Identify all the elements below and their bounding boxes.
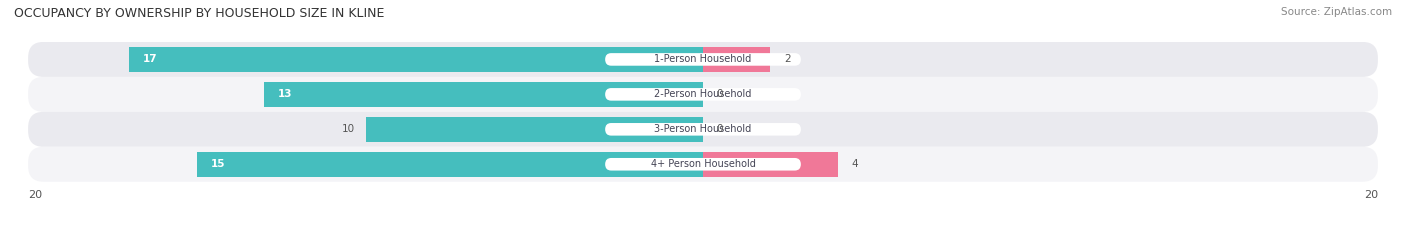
Bar bbox=[366, 117, 703, 142]
FancyBboxPatch shape bbox=[605, 158, 801, 171]
Text: 1-Person Household: 1-Person Household bbox=[654, 55, 752, 64]
Text: 20: 20 bbox=[1364, 191, 1378, 200]
Bar bbox=[197, 152, 703, 177]
FancyBboxPatch shape bbox=[605, 123, 801, 136]
Bar bbox=[703, 47, 770, 72]
Text: Source: ZipAtlas.com: Source: ZipAtlas.com bbox=[1281, 7, 1392, 17]
Text: 2: 2 bbox=[785, 55, 790, 64]
FancyBboxPatch shape bbox=[28, 77, 1378, 112]
FancyBboxPatch shape bbox=[28, 42, 1378, 77]
FancyBboxPatch shape bbox=[605, 88, 801, 101]
Text: 0: 0 bbox=[717, 124, 723, 134]
Text: 3-Person Household: 3-Person Household bbox=[654, 124, 752, 134]
Bar bbox=[129, 47, 703, 72]
Text: 0: 0 bbox=[717, 89, 723, 99]
Bar bbox=[703, 152, 838, 177]
Text: 13: 13 bbox=[278, 89, 292, 99]
Bar bbox=[264, 82, 703, 107]
Text: 2-Person Household: 2-Person Household bbox=[654, 89, 752, 99]
Text: 10: 10 bbox=[342, 124, 356, 134]
Text: 20: 20 bbox=[28, 191, 42, 200]
FancyBboxPatch shape bbox=[28, 147, 1378, 182]
FancyBboxPatch shape bbox=[605, 53, 801, 66]
Text: 4: 4 bbox=[852, 159, 858, 169]
FancyBboxPatch shape bbox=[28, 112, 1378, 147]
Text: OCCUPANCY BY OWNERSHIP BY HOUSEHOLD SIZE IN KLINE: OCCUPANCY BY OWNERSHIP BY HOUSEHOLD SIZE… bbox=[14, 7, 384, 20]
Text: 15: 15 bbox=[211, 159, 225, 169]
Text: 17: 17 bbox=[143, 55, 157, 64]
Text: 4+ Person Household: 4+ Person Household bbox=[651, 159, 755, 169]
